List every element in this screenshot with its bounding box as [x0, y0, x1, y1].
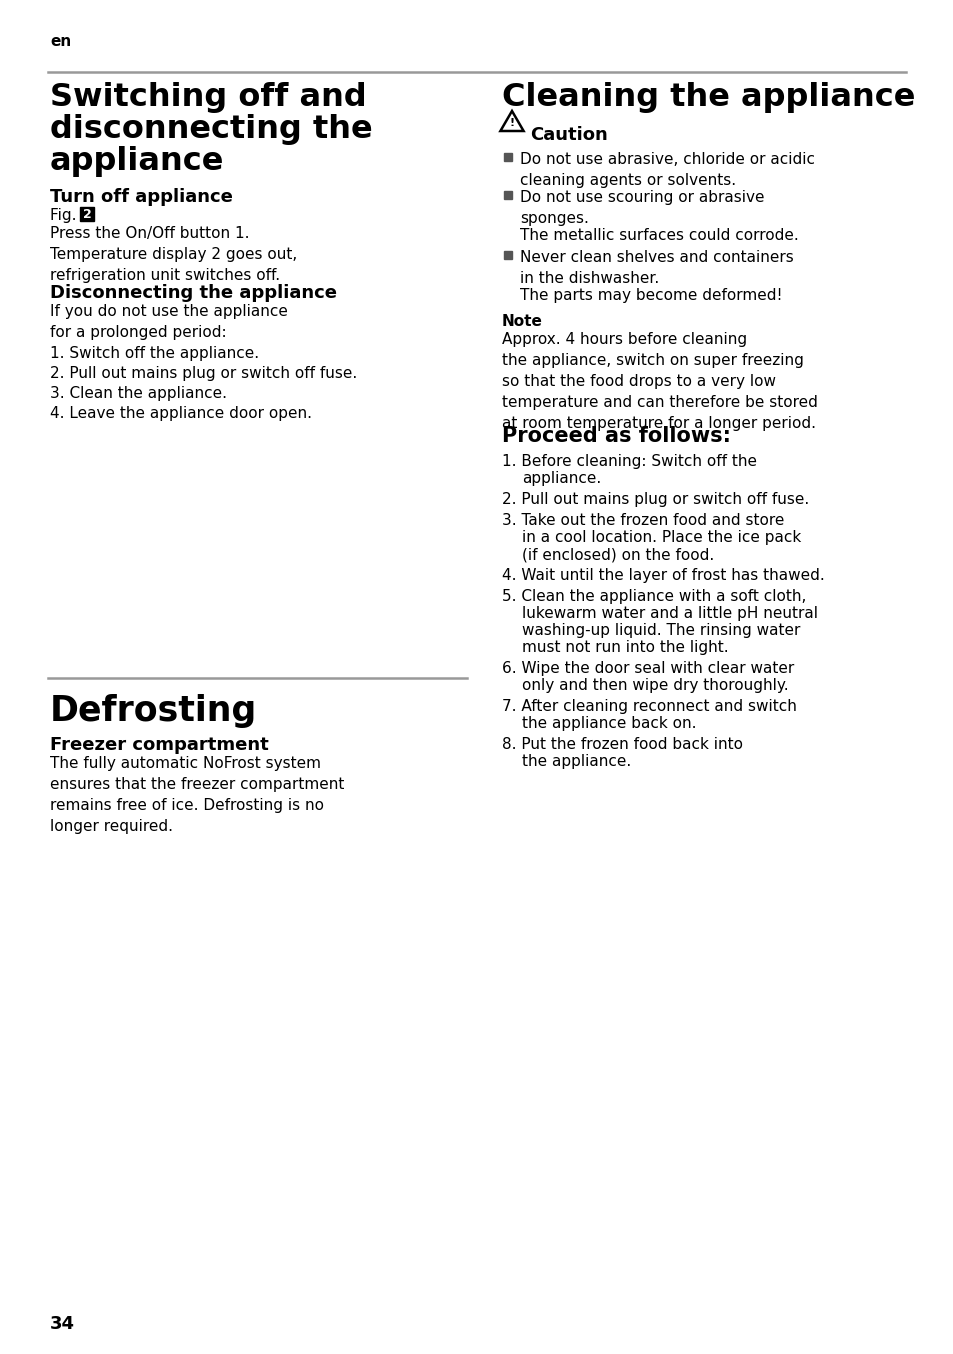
Text: Fig.: Fig. — [50, 209, 81, 223]
Bar — [503, 250, 512, 259]
Bar — [503, 153, 512, 161]
Text: appliance.: appliance. — [521, 471, 600, 486]
Text: Never clean shelves and containers
in the dishwasher.: Never clean shelves and containers in th… — [519, 250, 793, 286]
Text: en: en — [50, 34, 71, 49]
Text: 2. Pull out mains plug or switch off fuse.: 2. Pull out mains plug or switch off fus… — [501, 492, 808, 506]
Text: Proceed as follows:: Proceed as follows: — [501, 427, 730, 445]
Text: Turn off appliance: Turn off appliance — [50, 188, 233, 206]
Text: Switching off and: Switching off and — [50, 83, 366, 112]
Text: 8. Put the frozen food back into: 8. Put the frozen food back into — [501, 737, 742, 751]
Text: Defrosting: Defrosting — [50, 695, 257, 728]
Text: 5. Clean the appliance with a soft cloth,: 5. Clean the appliance with a soft cloth… — [501, 589, 805, 604]
Text: disconnecting the: disconnecting the — [50, 114, 373, 145]
Text: appliance: appliance — [50, 146, 224, 177]
Text: only and then wipe dry thoroughly.: only and then wipe dry thoroughly. — [521, 678, 788, 693]
Text: If you do not use the appliance
for a prolonged period:: If you do not use the appliance for a pr… — [50, 305, 288, 340]
Text: 6. Wipe the door seal with clear water: 6. Wipe the door seal with clear water — [501, 661, 794, 676]
Bar — [80, 207, 94, 221]
Text: 2. Pull out mains plug or switch off fuse.: 2. Pull out mains plug or switch off fus… — [50, 366, 356, 380]
Text: in a cool location. Place the ice pack: in a cool location. Place the ice pack — [521, 529, 801, 546]
Text: !: ! — [509, 118, 514, 129]
Text: The parts may become deformed!: The parts may become deformed! — [519, 288, 781, 303]
Text: 3. Take out the frozen food and store: 3. Take out the frozen food and store — [501, 513, 783, 528]
Text: Cleaning the appliance: Cleaning the appliance — [501, 83, 915, 112]
Text: 2: 2 — [83, 207, 91, 221]
Text: the appliance back on.: the appliance back on. — [521, 716, 696, 731]
Text: washing-up liquid. The rinsing water: washing-up liquid. The rinsing water — [521, 623, 800, 638]
Text: 4. Leave the appliance door open.: 4. Leave the appliance door open. — [50, 406, 312, 421]
Text: must not run into the light.: must not run into the light. — [521, 640, 728, 655]
Text: 1. Before cleaning: Switch off the: 1. Before cleaning: Switch off the — [501, 454, 757, 468]
Text: Press the On/Off button 1.
Temperature display 2 goes out,
refrigeration unit sw: Press the On/Off button 1. Temperature d… — [50, 226, 297, 283]
Text: 4. Wait until the layer of frost has thawed.: 4. Wait until the layer of frost has tha… — [501, 567, 824, 584]
Text: The metallic surfaces could corrode.: The metallic surfaces could corrode. — [519, 227, 798, 242]
Text: Freezer compartment: Freezer compartment — [50, 737, 269, 754]
Text: (if enclosed) on the food.: (if enclosed) on the food. — [521, 547, 714, 562]
Text: Note: Note — [501, 314, 542, 329]
Text: Approx. 4 hours before cleaning
the appliance, switch on super freezing
so that : Approx. 4 hours before cleaning the appl… — [501, 332, 817, 431]
Text: 1. Switch off the appliance.: 1. Switch off the appliance. — [50, 347, 259, 362]
Text: Caution: Caution — [530, 126, 607, 144]
Text: the appliance.: the appliance. — [521, 754, 631, 769]
Text: lukewarm water and a little pH neutral: lukewarm water and a little pH neutral — [521, 607, 817, 621]
Bar — [503, 191, 512, 199]
Text: Do not use abrasive, chloride or acidic
cleaning agents or solvents.: Do not use abrasive, chloride or acidic … — [519, 152, 814, 188]
Text: 7. After cleaning reconnect and switch: 7. After cleaning reconnect and switch — [501, 699, 796, 714]
Text: Do not use scouring or abrasive
sponges.: Do not use scouring or abrasive sponges. — [519, 190, 763, 226]
Text: 3. Clean the appliance.: 3. Clean the appliance. — [50, 386, 227, 401]
Text: 34: 34 — [50, 1315, 75, 1332]
Text: Disconnecting the appliance: Disconnecting the appliance — [50, 284, 336, 302]
Text: The fully automatic NoFrost system
ensures that the freezer compartment
remains : The fully automatic NoFrost system ensur… — [50, 756, 344, 834]
